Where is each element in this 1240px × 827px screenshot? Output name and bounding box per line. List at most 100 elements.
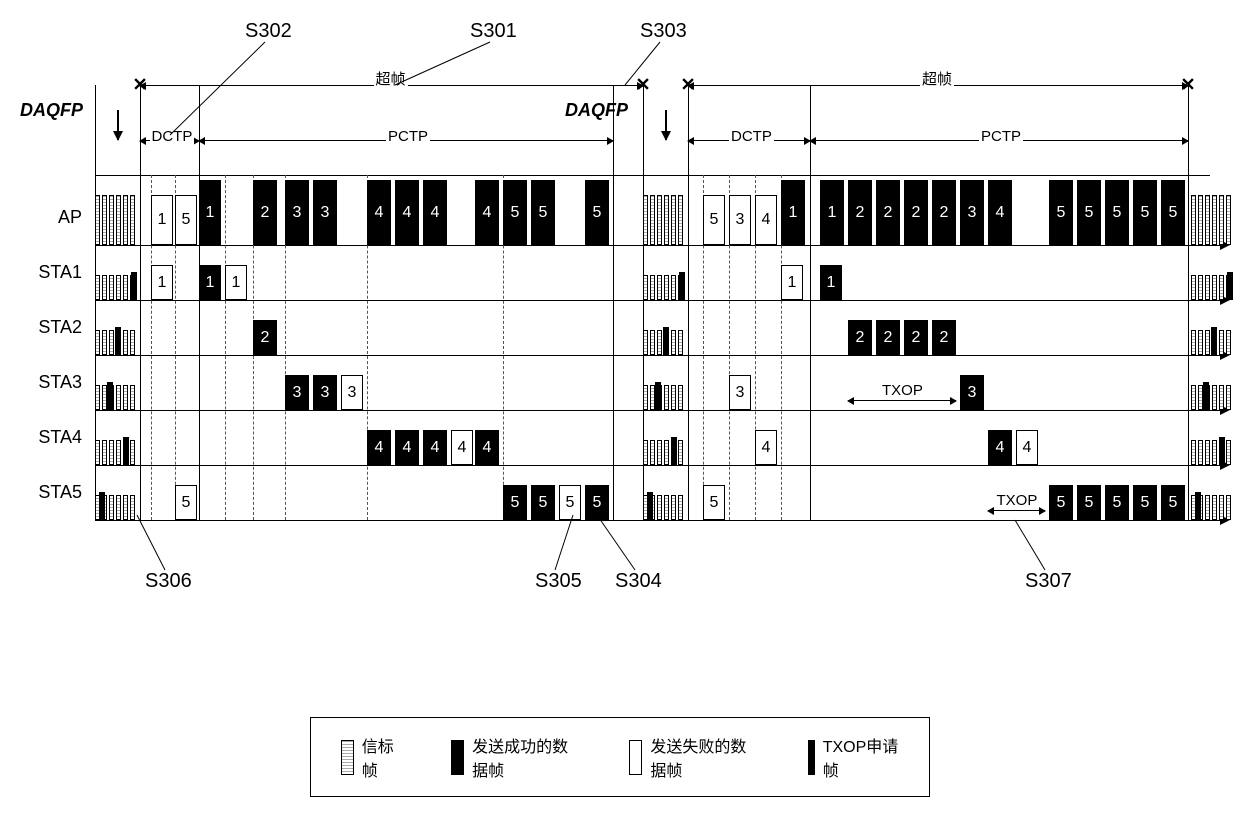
row-line <box>95 410 1220 411</box>
fail-frame: 4 <box>755 430 777 465</box>
beacon-frame <box>1212 385 1217 410</box>
legend-text: 信标帧 <box>362 733 402 781</box>
beacon-frame <box>123 330 128 355</box>
beacon-frame <box>116 385 121 410</box>
fail-frame: 3 <box>729 375 751 410</box>
beacon-frame <box>657 440 662 465</box>
success-frame: 2 <box>848 180 872 245</box>
beacon-frame <box>643 195 648 245</box>
fail-frame: 5 <box>559 485 581 520</box>
callout-label: S306 <box>145 570 192 593</box>
beacon-frame <box>1212 495 1217 520</box>
timing-diagram: AP STA1 STA2 STA3 STA4 STA5 超帧超帧✕✕✕✕DCTP… <box>10 40 1230 590</box>
beacon-frame <box>109 495 114 520</box>
success-frame: 5 <box>1133 485 1157 520</box>
success-frame: 5 <box>531 485 555 520</box>
fail-frame: 4 <box>755 195 777 245</box>
txop-span <box>988 510 1045 511</box>
sf-boundary-icon: ✕ <box>132 75 147 96</box>
txop-request-frame <box>1227 272 1233 300</box>
success-frame: 1 <box>820 265 842 300</box>
beacon-frame <box>678 440 683 465</box>
success-frame: 4 <box>475 180 499 245</box>
beacon-frame <box>1219 385 1224 410</box>
fail-frame: 5 <box>703 485 725 520</box>
daqfp-arrow-icon <box>117 110 119 140</box>
txop-label: TXOP <box>997 492 1038 509</box>
beacon-frame <box>130 495 135 520</box>
legend-item-success: 发送成功的数据帧 <box>451 733 579 781</box>
success-frame: 2 <box>253 320 277 355</box>
success-frame: 3 <box>960 375 984 410</box>
beacon-frame <box>1226 495 1231 520</box>
success-frame: 2 <box>876 180 900 245</box>
beacon-frame <box>1191 330 1196 355</box>
fail-frame: 3 <box>729 195 751 245</box>
beacon-frame <box>643 330 648 355</box>
beacon-frame <box>116 440 121 465</box>
row-line <box>95 175 1210 176</box>
beacon-frame <box>1219 195 1224 245</box>
callout-label: S305 <box>535 570 582 593</box>
beacon-frame <box>95 385 100 410</box>
beacon-frame <box>678 330 683 355</box>
beacon-frame <box>643 385 648 410</box>
txop-request-frame <box>679 272 685 300</box>
success-frame: 3 <box>313 180 337 245</box>
txop-request-frame <box>655 382 661 410</box>
beacon-frame <box>678 385 683 410</box>
txop-request-frame <box>1195 492 1201 520</box>
beacon-frame <box>650 195 655 245</box>
beacon-frame <box>102 330 107 355</box>
success-frame: 5 <box>1105 180 1129 245</box>
success-frame: 1 <box>199 265 221 300</box>
success-frame: 3 <box>285 180 309 245</box>
divider <box>140 85 141 520</box>
txop-label: TXOP <box>882 382 923 399</box>
success-frame: 2 <box>904 180 928 245</box>
beacon-frame <box>1212 275 1217 300</box>
success-frame: 5 <box>503 485 527 520</box>
beacon-frame <box>1219 330 1224 355</box>
legend-item-txopreq: TXOP申请帧 <box>808 733 899 781</box>
divider <box>613 85 614 520</box>
txop-request-frame <box>671 437 677 465</box>
period-label: DCTP <box>150 128 195 145</box>
beacon-frame <box>1226 440 1231 465</box>
beacon-frame <box>1226 195 1231 245</box>
fail-swatch <box>629 740 642 775</box>
divider <box>199 85 200 520</box>
beacon-frame <box>102 440 107 465</box>
beacon-frame <box>657 275 662 300</box>
beacon-frame <box>95 330 100 355</box>
beacon-frame <box>671 385 676 410</box>
legend-text: TXOP申请帧 <box>823 733 899 781</box>
divider <box>810 85 811 520</box>
row-line <box>95 520 1220 521</box>
divider <box>688 85 689 520</box>
success-frame: 5 <box>531 180 555 245</box>
fail-frame: 1 <box>225 265 247 300</box>
success-frame: 4 <box>395 430 419 465</box>
beacon-frame <box>1219 495 1224 520</box>
success-frame: 2 <box>848 320 872 355</box>
success-frame: 5 <box>1077 485 1101 520</box>
legend-item-beacon: 信标帧 <box>341 733 401 781</box>
sf-boundary-icon: ✕ <box>680 75 695 96</box>
beacon-frame <box>664 195 669 245</box>
fail-frame: 5 <box>175 485 197 520</box>
beacon-frame <box>109 275 114 300</box>
beacon-frame <box>643 275 648 300</box>
period-label: PCTP <box>386 128 430 145</box>
beacon-frame <box>671 330 676 355</box>
sf-boundary-icon: ✕ <box>635 75 650 96</box>
legend-item-fail: 发送失败的数据帧 <box>629 733 757 781</box>
beacon-frame <box>657 330 662 355</box>
success-frame: 2 <box>932 180 956 245</box>
beacon-frame <box>123 195 128 245</box>
beacon-frame <box>1226 330 1231 355</box>
beacon-frame <box>102 195 107 245</box>
row-label: AP <box>10 190 90 245</box>
fail-frame: 1 <box>151 265 173 300</box>
row-label: STA5 <box>10 465 90 520</box>
